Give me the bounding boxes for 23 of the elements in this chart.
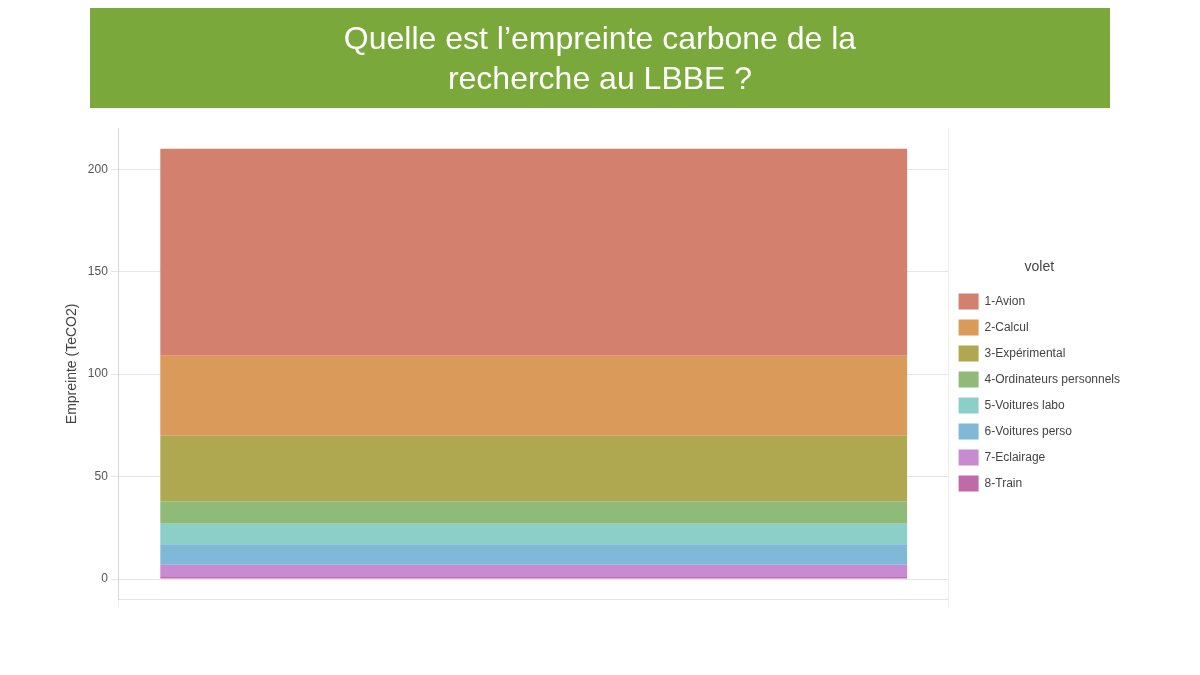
bar: [160, 435, 908, 502]
legend-label: 6-Voitures perso: [984, 423, 1073, 438]
y-axis-title: Empreinte (TeCO2): [63, 303, 80, 425]
y-tick-label: 150: [87, 263, 109, 278]
bar: [160, 148, 908, 356]
legend-title: volet: [1024, 258, 1055, 275]
legend-label: 5-Voitures labo: [984, 397, 1065, 412]
bar: [160, 501, 908, 524]
bar: [160, 544, 908, 565]
bar: [160, 564, 908, 578]
y-tick-label: 0: [101, 571, 109, 586]
bar: [160, 355, 908, 436]
y-tick-label: 100: [87, 366, 109, 381]
legend-label: 3-Expérimental: [984, 345, 1066, 360]
legend-label: 4-Ordinateurs personnels: [984, 371, 1120, 386]
legend-label: 1-Avion: [984, 293, 1026, 308]
bar: [160, 523, 908, 545]
legend-label: 7-Eclairage: [984, 449, 1046, 464]
legend-label: 2-Calcul: [984, 319, 1029, 334]
y-tick-label: 200: [87, 161, 109, 176]
y-tick-label: 50: [94, 468, 109, 483]
chart-title: Quelle est l’empreinte carbone de la recherche au LBBE ?: [342, 19, 858, 98]
legend-label: 8-Train: [984, 475, 1023, 490]
